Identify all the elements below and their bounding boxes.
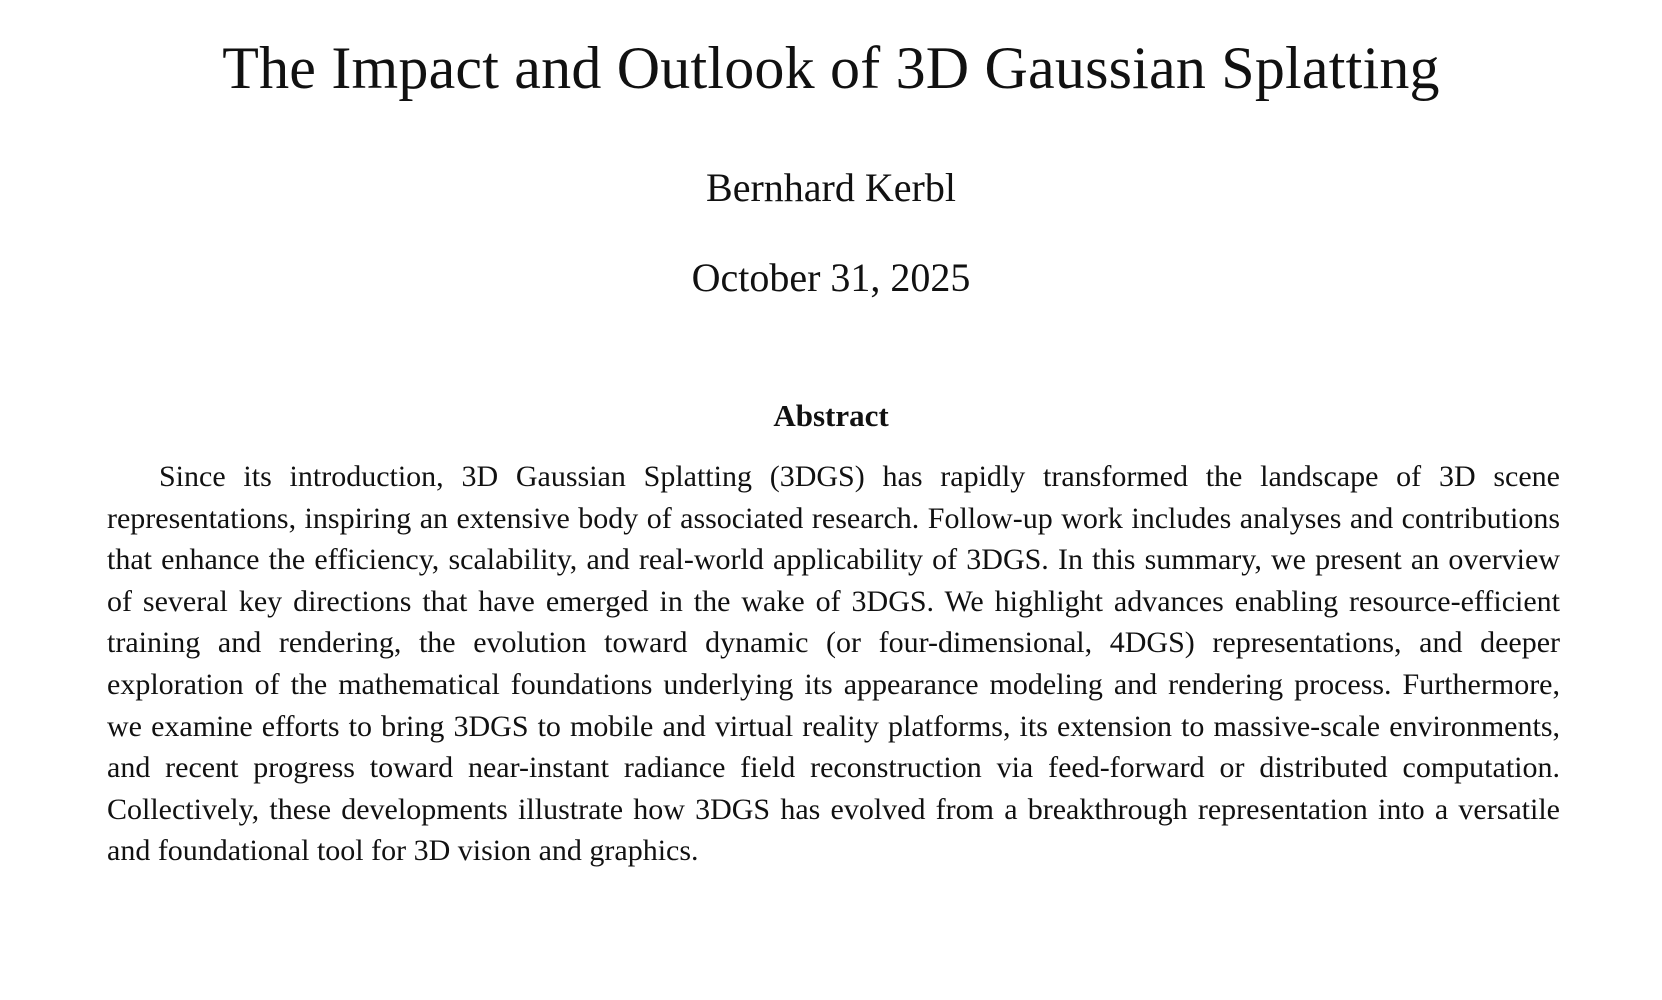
author-name: Bernhard Kerbl — [706, 165, 956, 210]
abstract-text: Since its introduction, 3D Gaussian Spla… — [107, 460, 1560, 868]
publication-date: October 31, 2025 — [691, 255, 971, 300]
abstract-heading: Abstract — [773, 398, 889, 433]
paper-title: The Impact and Outlook of 3D Gaussian Sp… — [222, 35, 1440, 101]
